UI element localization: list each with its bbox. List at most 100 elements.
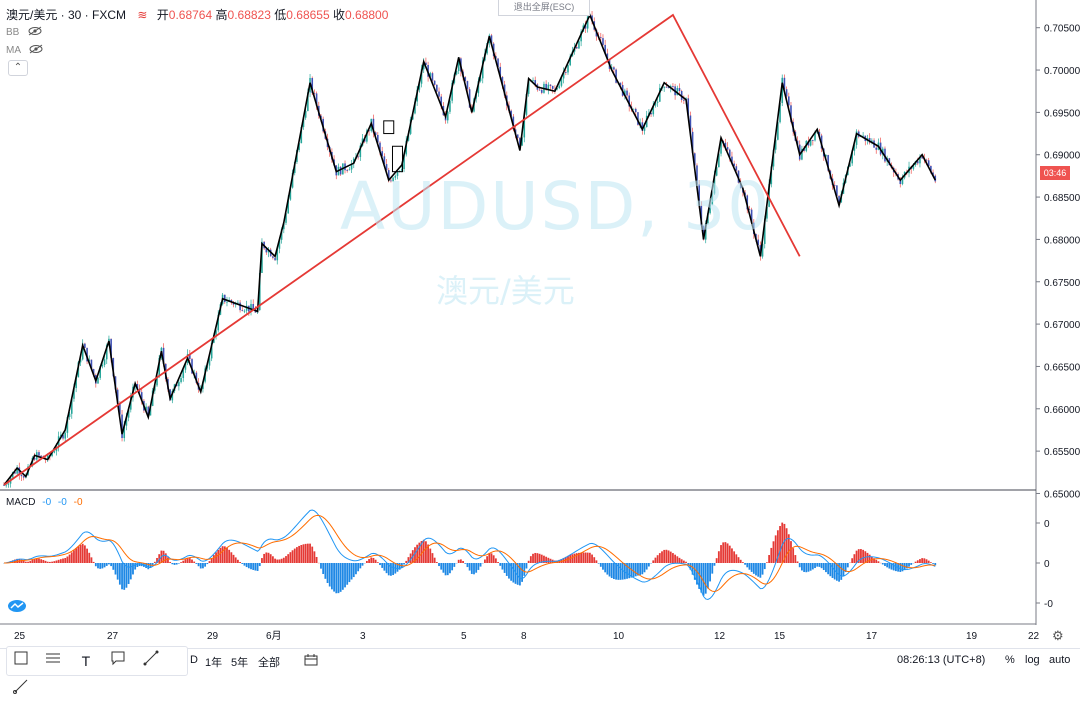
macd-histogram-bar — [467, 563, 469, 567]
macd-histogram-bar — [370, 557, 372, 563]
auto-scale-toggle[interactable]: auto — [1049, 654, 1070, 666]
macd-histogram-bar — [803, 563, 805, 572]
macd-histogram-bar — [519, 563, 521, 585]
macd-histogram-bar — [97, 563, 99, 568]
macd-histogram-bar — [672, 553, 674, 563]
macd-histogram-bar — [346, 563, 348, 585]
macd-histogram-bar — [279, 559, 281, 563]
macd-label: MACD — [6, 497, 35, 508]
indicator-ma-label: MA — [6, 45, 20, 56]
macd-histogram-bar — [762, 563, 764, 575]
symbol-title[interactable]: 澳元/美元 · 30 · FXCM — [6, 8, 126, 22]
callout-tool-icon[interactable] — [104, 648, 132, 676]
clock-time[interactable]: 08:26:13 (UTC+8) — [897, 654, 985, 666]
macd-histogram-bar — [217, 550, 219, 563]
macd-histogram-bar — [241, 563, 243, 564]
timeframe-5y[interactable]: 5年 — [231, 654, 248, 670]
macd-histogram-bar — [99, 563, 101, 569]
marker-box — [384, 121, 394, 134]
macd-histogram-bar — [95, 563, 97, 566]
candle-body — [565, 72, 567, 73]
timeframe-all[interactable]: 全部 — [258, 654, 280, 670]
macd-histogram-bar — [657, 555, 659, 563]
macd-histogram-bar — [770, 548, 772, 563]
macd-histogram-bar — [368, 559, 370, 563]
candle-body — [252, 304, 254, 309]
macd-histogram-bar — [132, 563, 134, 574]
macd-histogram-bar — [375, 560, 377, 563]
macd-histogram-bar — [908, 563, 910, 567]
macd-histogram-bar — [620, 563, 622, 580]
macd-histogram-bar — [195, 563, 197, 564]
macd-tick-label: 0 — [1044, 559, 1050, 570]
text-tool-icon[interactable]: T — [72, 647, 100, 675]
macd-histogram-bar — [764, 563, 766, 569]
macd-histogram-bar — [768, 555, 770, 563]
macd-histogram-bar — [486, 556, 488, 563]
log-scale-toggle[interactable]: log — [1025, 654, 1040, 666]
macd-histogram-bar — [379, 563, 381, 565]
macd-histogram-bar — [652, 560, 654, 563]
axes: 0.705000.700000.695000.690000.685000.680… — [0, 0, 1080, 642]
exit-fullscreen-hint[interactable]: 退出全屏(ESC) — [498, 0, 590, 16]
macd-histogram-bar — [582, 553, 584, 563]
indicator-ma[interactable]: MA — [6, 44, 43, 57]
macd-histogram-bar — [523, 563, 525, 576]
trend-line-tool-icon[interactable] — [137, 648, 165, 676]
macd-histogram-bar — [491, 553, 493, 563]
macd-histogram-bar — [659, 553, 661, 563]
candle-body — [239, 303, 241, 311]
macd-histogram-bar — [847, 563, 849, 567]
lines-tool-icon[interactable] — [39, 648, 67, 676]
macd-histogram-bar — [276, 560, 278, 563]
tradingview-logo-icon[interactable] — [7, 599, 27, 613]
macd-histogram-bar — [206, 563, 208, 564]
price-tick-label: 0.70500 — [1044, 24, 1080, 35]
percent-scale-toggle[interactable]: % — [1005, 654, 1015, 666]
chart-canvas[interactable]: 0.705000.700000.695000.690000.685000.680… — [0, 0, 1080, 648]
timeframe-d[interactable]: D — [190, 654, 198, 666]
macd-histogram-bar — [646, 563, 648, 570]
macd-histogram-bar — [711, 563, 713, 574]
macd-histogram-bar — [49, 562, 51, 563]
candle-body — [40, 456, 42, 457]
candle-body — [38, 452, 40, 456]
timeframe-1y[interactable]: 1年 — [205, 654, 222, 670]
macd-histogram-bar — [209, 561, 211, 563]
goto-date-icon[interactable] — [304, 654, 318, 669]
candle-body — [84, 344, 86, 348]
macd-histogram-bar — [220, 548, 222, 563]
macd-histogram-bar — [744, 563, 746, 565]
rectangle-tool-icon[interactable] — [7, 648, 35, 676]
macd-histogram-bar — [480, 563, 482, 567]
ray-tool-icon[interactable] — [7, 676, 35, 704]
macd-histogram-bar — [27, 562, 29, 563]
time-tick-label: 15 — [774, 631, 786, 642]
macd-histogram-bar — [451, 563, 453, 570]
settings-gear-icon[interactable]: ⚙ — [1052, 628, 1064, 644]
macd-histogram-bar — [539, 554, 541, 563]
macd-histogram-bar — [832, 563, 834, 578]
time-tick-label: 3 — [360, 631, 366, 642]
macd-histogram-bar — [681, 559, 683, 563]
macd-histogram-bar — [591, 555, 593, 563]
macd-histogram-bar — [71, 552, 73, 563]
macd-histogram-bar — [574, 554, 576, 563]
macd-histogram-bar — [198, 563, 200, 566]
macd-histogram-bar — [176, 563, 178, 565]
compare-icon[interactable]: ≋ — [137, 8, 147, 22]
collapse-indicators-button[interactable]: ⌃ — [8, 60, 28, 76]
macd-signal-value: -0 — [58, 497, 67, 508]
macd-histogram-bar — [274, 559, 276, 563]
macd-histogram-bar — [75, 548, 77, 563]
macd-histogram-bar — [128, 563, 130, 584]
eye-hidden-icon[interactable] — [28, 26, 42, 39]
macd-histogram-bar — [405, 561, 407, 563]
macd-histogram-bar — [532, 554, 534, 563]
macd-histogram-bar — [462, 561, 464, 563]
macd-histogram-bar — [733, 551, 735, 563]
indicator-bb[interactable]: BB — [6, 26, 42, 39]
macd-histogram-bar — [289, 552, 291, 563]
eye-hidden-icon[interactable] — [29, 44, 43, 57]
candle-body — [657, 102, 659, 103]
